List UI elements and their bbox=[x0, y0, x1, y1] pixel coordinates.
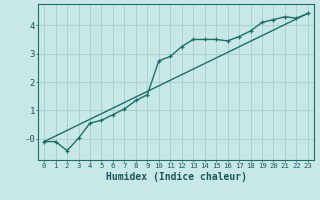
X-axis label: Humidex (Indice chaleur): Humidex (Indice chaleur) bbox=[106, 172, 246, 182]
